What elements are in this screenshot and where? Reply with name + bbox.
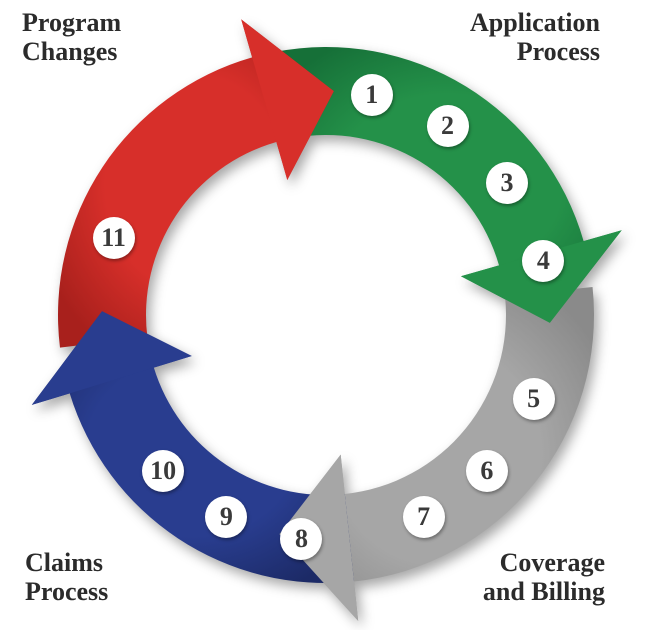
step-badge-7: 7 [403, 496, 445, 538]
step-badge-8: 8 [280, 518, 322, 560]
step-badge-6: 6 [466, 450, 508, 492]
cycle-ring [16, 5, 636, 625]
step-badge-4: 4 [522, 240, 564, 282]
step-badge-2: 2 [427, 105, 469, 147]
step-badge-5: 5 [513, 378, 555, 420]
label-claims: Claims Process [25, 548, 108, 606]
cycle-diagram: Application Process Coverage and Billing C… [0, 0, 651, 630]
label-program: Program Changes [22, 8, 121, 66]
label-application: Application Process [470, 8, 600, 66]
step-badge-3: 3 [486, 162, 528, 204]
label-coverage: Coverage and Billing [483, 548, 605, 606]
step-badge-1: 1 [351, 74, 393, 116]
step-badge-11: 11 [93, 217, 135, 259]
